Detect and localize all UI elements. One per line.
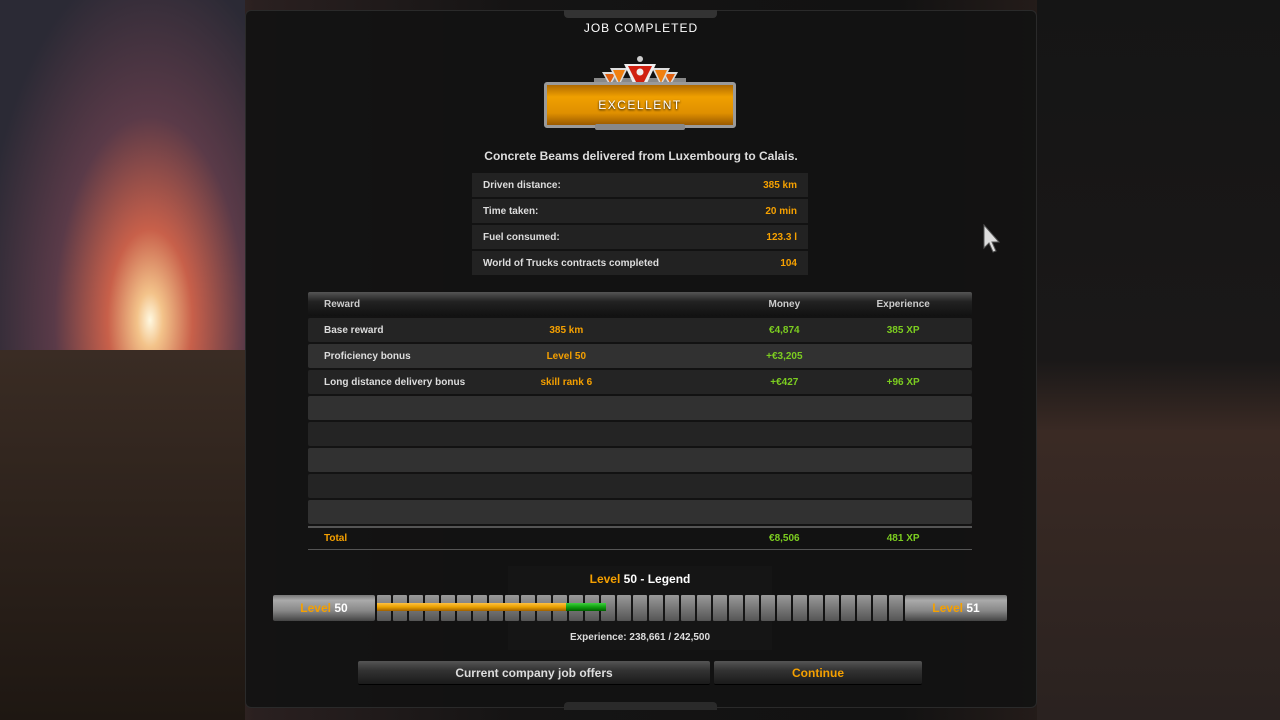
stat-label: World of Trucks contracts completed — [483, 257, 659, 269]
rating-badge-base — [595, 124, 685, 130]
level-rank-name: - Legend — [640, 572, 691, 586]
progress-segment — [617, 595, 631, 621]
job-stats: Driven distance: 385 km Time taken: 20 min… — [472, 173, 808, 277]
reward-name: Base reward — [324, 324, 384, 336]
continue-button[interactable]: Continue — [714, 661, 922, 685]
progress-segment — [601, 595, 615, 621]
progress-segment — [857, 595, 871, 621]
background-highway — [1037, 0, 1280, 720]
previous-xp-fill — [377, 603, 567, 611]
header-reward: Reward — [324, 298, 361, 310]
reward-money: +€427 — [770, 376, 799, 388]
stat-row: Time taken: 20 min — [472, 199, 808, 223]
header-money: Money — [768, 298, 801, 310]
next-level-label: Level 51 — [905, 595, 1007, 621]
panel-tab-top — [564, 10, 717, 18]
progress-segment — [761, 595, 775, 621]
stat-row: World of Trucks contracts completed 104 — [472, 251, 808, 275]
level-word: Level — [932, 601, 963, 615]
header-experience: Experience — [876, 298, 930, 310]
progress-segment — [681, 595, 695, 621]
table-row: Proficiency bonus Level 50 +€3,205 — [308, 344, 972, 368]
progress-segment — [889, 595, 903, 621]
empty-row — [308, 396, 972, 420]
progress-segment — [809, 595, 823, 621]
level-word: Level — [300, 601, 331, 615]
progress-segment — [665, 595, 679, 621]
level-number: 50 — [623, 572, 638, 586]
level-number: 51 — [966, 601, 980, 615]
progress-segment — [793, 595, 807, 621]
delivery-summary: Concrete Beams delivered from Luxembourg… — [484, 149, 798, 163]
stat-label: Fuel consumed: — [483, 231, 560, 243]
reward-name: Proficiency bonus — [324, 350, 411, 362]
background-sky — [0, 0, 245, 360]
stat-row: Fuel consumed: 123.3 l — [472, 225, 808, 249]
current-level-label: Level 50 — [273, 595, 375, 621]
rating-emblem-icon — [594, 56, 686, 86]
empty-row — [308, 500, 972, 524]
reward-money: €4,874 — [769, 324, 800, 336]
panel-title: JOB COMPLETED — [583, 21, 699, 35]
stat-label: Time taken: — [483, 205, 539, 217]
background-road — [0, 350, 245, 720]
progress-segment — [873, 595, 887, 621]
level-number: 50 — [334, 601, 348, 615]
total-money: €8,506 — [769, 533, 800, 544]
total-xp: 481 XP — [886, 533, 920, 544]
table-row: Long distance delivery bonus skill rank 6… — [308, 370, 972, 394]
reward-xp: 385 XP — [886, 324, 920, 336]
level-progress-bar — [377, 595, 903, 621]
progress-segment — [697, 595, 711, 621]
total-row: Total €8,506 481 XP — [308, 526, 972, 550]
stat-label: Driven distance: — [483, 179, 561, 191]
progress-segment — [841, 595, 855, 621]
reward-xp: +96 XP — [886, 376, 920, 388]
progress-segment — [825, 595, 839, 621]
total-label: Total — [324, 533, 348, 544]
reward-money: +€3,205 — [766, 350, 803, 362]
progress-segment — [745, 595, 759, 621]
company-job-offers-button[interactable]: Current company job offers — [358, 661, 710, 685]
stat-value: 104 — [780, 257, 797, 269]
empty-row — [308, 448, 972, 472]
progress-segment — [777, 595, 791, 621]
stat-row: Driven distance: 385 km — [472, 173, 808, 197]
reward-detail: 385 km — [549, 324, 584, 336]
reward-name: Long distance delivery bonus — [324, 376, 466, 388]
experience-text: Experience: 238,661 / 242,500 — [569, 632, 711, 643]
reward-table: Reward Money Experience Base reward 385 k… — [308, 292, 972, 550]
progress-segment — [713, 595, 727, 621]
table-row: Base reward 385 km €4,874 385 XP — [308, 318, 972, 342]
panel-tab-bottom — [564, 702, 717, 710]
empty-row — [308, 474, 972, 498]
reward-detail: Level 50 — [546, 350, 587, 362]
level-word: Level — [589, 572, 621, 586]
progress-segment — [633, 595, 647, 621]
reward-detail: skill rank 6 — [540, 376, 593, 388]
level-title: Level 50 - Legend — [508, 572, 772, 586]
stat-value: 20 min — [765, 205, 797, 217]
stat-value: 385 km — [763, 179, 797, 191]
empty-row — [308, 422, 972, 446]
progress-segment — [649, 595, 663, 621]
gained-xp-fill — [566, 603, 606, 611]
reward-table-header: Reward Money Experience — [308, 292, 972, 316]
mouse-cursor-icon — [983, 224, 1001, 253]
rating-badge: EXCELLENT — [544, 82, 736, 128]
progress-segment — [729, 595, 743, 621]
stat-value: 123.3 l — [766, 231, 797, 243]
